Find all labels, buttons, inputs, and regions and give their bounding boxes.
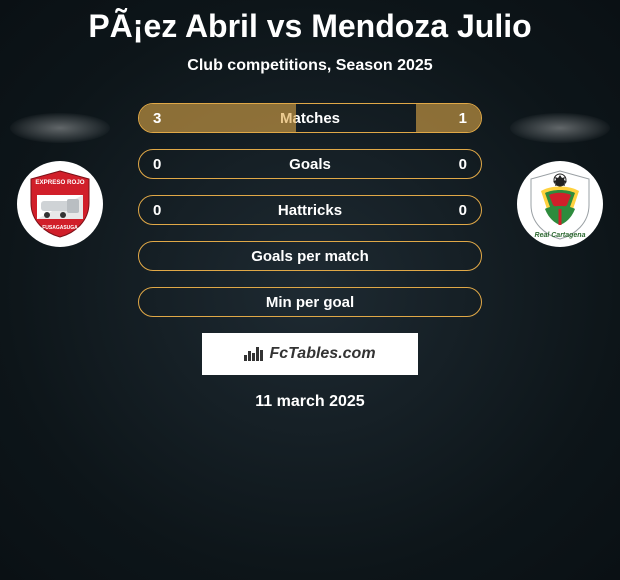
stat-row: Goals per match: [138, 241, 482, 271]
shield-icon-right: Real Cartagena: [521, 165, 599, 243]
stat-row: 3Matches1: [138, 103, 482, 133]
svg-text:EXPRESO ROJO: EXPRESO ROJO: [35, 179, 84, 186]
stat-fill-left: [139, 104, 296, 132]
player-left-shadow: [10, 113, 110, 143]
page-title: PÃ¡ez Abril vs Mendoza Julio: [0, 0, 620, 45]
stat-rows: 3Matches10Goals00Hattricks0Goals per mat…: [138, 103, 482, 317]
stat-row: 0Hattricks0: [138, 195, 482, 225]
stat-value-right: 1: [459, 110, 467, 127]
club-logo-left: EXPRESO ROJO FUSAGASUGA: [17, 161, 103, 247]
stat-label: Goals: [139, 156, 481, 173]
date: 11 march 2025: [0, 393, 620, 411]
comparison-content: EXPRESO ROJO FUSAGASUGA Real Cartagena 3…: [0, 103, 620, 411]
watermark: FcTables.com: [202, 333, 418, 375]
stat-label: Goals per match: [139, 248, 481, 265]
stat-value-right: 0: [459, 202, 467, 219]
svg-text:Real Cartagena: Real Cartagena: [535, 232, 586, 239]
stat-row: Min per goal: [138, 287, 482, 317]
stat-label: Min per goal: [139, 294, 481, 311]
stat-value-right: 0: [459, 156, 467, 173]
stat-value-left: 0: [153, 156, 161, 173]
stat-row: 0Goals0: [138, 149, 482, 179]
player-right-shadow: [510, 113, 610, 143]
watermark-text: FcTables.com: [269, 345, 375, 363]
stat-value-left: 0: [153, 202, 161, 219]
bars-icon: [244, 347, 263, 361]
svg-text:FUSAGASUGA: FUSAGASUGA: [42, 225, 78, 231]
club-logo-right: Real Cartagena: [517, 161, 603, 247]
stat-value-left: 3: [153, 110, 161, 127]
shield-icon-left: EXPRESO ROJO FUSAGASUGA: [23, 167, 97, 241]
stat-fill-right: [416, 104, 481, 132]
stat-label: Hattricks: [139, 202, 481, 219]
subtitle: Club competitions, Season 2025: [0, 57, 620, 75]
